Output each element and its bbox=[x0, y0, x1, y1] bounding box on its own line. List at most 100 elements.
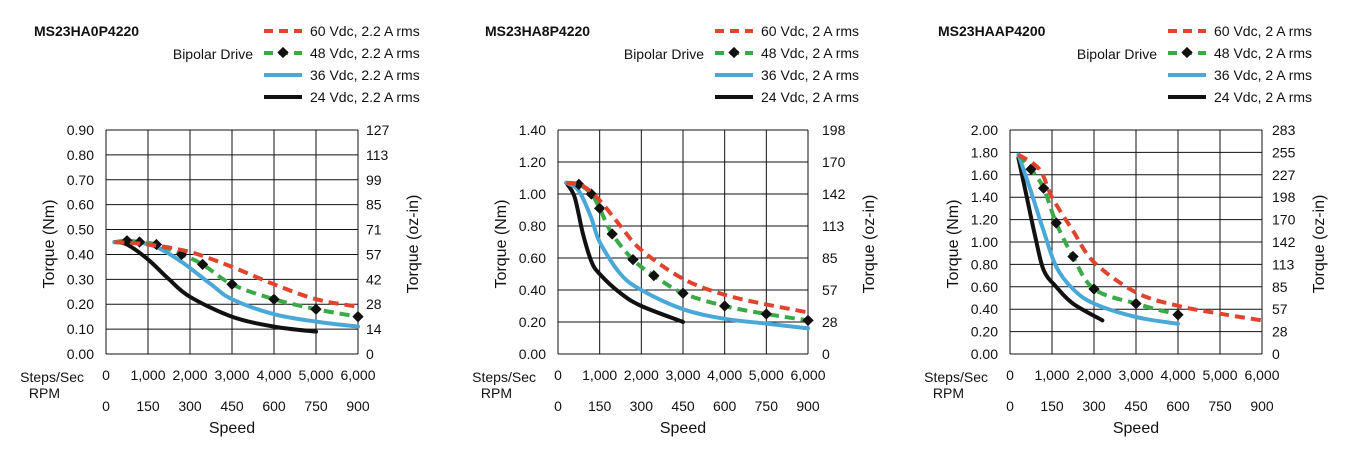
y-tick-label: 0.70 bbox=[67, 172, 94, 188]
y2-tick-label: 85 bbox=[822, 250, 838, 266]
legend-marker-diamond bbox=[277, 47, 288, 58]
y2-tick-label: 99 bbox=[366, 172, 382, 188]
x-axis-title: Speed bbox=[1113, 420, 1159, 437]
y-tick-label: 1.00 bbox=[971, 234, 998, 250]
y-tick-label: 0.20 bbox=[519, 314, 546, 330]
legend-label: 60 Vdc, 2 A rms bbox=[1214, 23, 1312, 39]
legend-marker-diamond bbox=[728, 47, 739, 58]
y2-tick-label: 42 bbox=[366, 271, 382, 287]
y-tick-label: 0.40 bbox=[519, 282, 546, 298]
y2-tick-label: 0 bbox=[822, 346, 830, 362]
x-tick-steps: 3,000 bbox=[665, 367, 700, 383]
x-tick-steps: 6,000 bbox=[790, 367, 825, 383]
x-tick-steps: 2,000 bbox=[1076, 367, 1111, 383]
y-tick-label: 1.20 bbox=[519, 154, 546, 170]
x-tick-rpm: 450 bbox=[220, 398, 244, 414]
series-line-3 bbox=[1018, 155, 1178, 324]
legend-item-2: 48 Vdc, 2 A rms bbox=[1168, 45, 1312, 61]
x-tick-steps: 4,000 bbox=[256, 367, 291, 383]
y-axis-title: Torque (Nm) bbox=[493, 200, 510, 289]
x-tick-steps: 2,000 bbox=[172, 367, 207, 383]
y-tick-label: 0.20 bbox=[971, 324, 998, 340]
y-tick-label: 1.40 bbox=[519, 122, 546, 138]
x-axis-title: Speed bbox=[209, 420, 255, 437]
legend-item-1: 60 Vdc, 2 A rms bbox=[715, 23, 859, 39]
x-tick-steps: 4,000 bbox=[1160, 367, 1195, 383]
data-point-marker bbox=[1172, 309, 1183, 320]
legend-label: 36 Vdc, 2 A rms bbox=[1214, 67, 1312, 83]
y2-axis-title: Torque (oz-in) bbox=[1311, 195, 1328, 294]
y2-tick-label: 14 bbox=[366, 321, 382, 337]
data-point-marker bbox=[802, 315, 813, 326]
y2-tick-label: 113 bbox=[366, 147, 389, 163]
y-tick-label: 0.80 bbox=[67, 147, 94, 163]
legend-label: 24 Vdc, 2 A rms bbox=[1214, 89, 1312, 105]
chart-panel-3: MS23HAAP4200 Bipolar Drive 60 Vdc, 2 A rms… bbox=[924, 23, 1328, 437]
legend-item-1: 60 Vdc, 2 A rms bbox=[1168, 23, 1312, 39]
legend-label: 36 Vdc, 2.2 A rms bbox=[310, 67, 420, 83]
legend-label: 48 Vdc, 2.2 A rms bbox=[310, 45, 420, 61]
legend-label: 24 Vdc, 2.2 A rms bbox=[310, 89, 420, 105]
y-tick-label: 0.80 bbox=[971, 256, 998, 272]
x-tick-rpm: 150 bbox=[1040, 398, 1064, 414]
x-row2-label: RPM bbox=[933, 385, 964, 401]
y2-tick-label: 85 bbox=[366, 197, 382, 213]
x-tick-rpm: 750 bbox=[1208, 398, 1232, 414]
legend-item-3: 36 Vdc, 2.2 A rms bbox=[264, 67, 420, 83]
x-tick-steps: 5,000 bbox=[1202, 367, 1237, 383]
x-row2-label: RPM bbox=[29, 385, 60, 401]
x-row1-label: Steps/Sec bbox=[472, 369, 536, 385]
legend-label: 60 Vdc, 2.2 A rms bbox=[310, 23, 420, 39]
x-tick-steps: 1,000 bbox=[130, 367, 165, 383]
y2-tick-label: 127 bbox=[366, 122, 390, 138]
y-tick-label: 0.60 bbox=[67, 197, 94, 213]
y-tick-label: 1.60 bbox=[971, 167, 998, 183]
y2-tick-label: 0 bbox=[366, 346, 374, 362]
data-point-marker bbox=[761, 308, 772, 319]
series-line-1 bbox=[114, 242, 358, 307]
x-tick-steps: 5,000 bbox=[298, 367, 333, 383]
y-tick-label: 0.40 bbox=[67, 246, 94, 262]
x-axis-title: Speed bbox=[660, 420, 706, 437]
y-tick-label: 1.80 bbox=[971, 144, 998, 160]
y-tick-label: 0.10 bbox=[67, 321, 94, 337]
x-tick-steps: 2,000 bbox=[624, 367, 659, 383]
data-point-marker bbox=[648, 270, 659, 281]
y2-tick-label: 142 bbox=[1272, 234, 1296, 250]
x-row2-label: RPM bbox=[481, 385, 512, 401]
y2-tick-label: 227 bbox=[1272, 167, 1296, 183]
x-tick-rpm: 900 bbox=[1250, 398, 1274, 414]
x-tick-rpm: 300 bbox=[178, 398, 202, 414]
x-tick-rpm: 900 bbox=[796, 398, 820, 414]
chart-title: MS23HA8P4220 bbox=[485, 23, 590, 39]
y2-tick-label: 28 bbox=[822, 314, 838, 330]
y-tick-label: 0.90 bbox=[67, 122, 94, 138]
y2-tick-label: 57 bbox=[366, 246, 382, 262]
x-tick-steps: 1,000 bbox=[1034, 367, 1069, 383]
y2-tick-label: 198 bbox=[1272, 189, 1296, 205]
chart-panel-2: MS23HA8P4220 Bipolar Drive 60 Vdc, 2 A rms… bbox=[472, 23, 878, 437]
chart-panel-1: MS23HA0P4220Bipolar Drive60 Vdc, 2.2 A r… bbox=[20, 23, 422, 437]
y2-tick-label: 28 bbox=[1272, 324, 1288, 340]
y-tick-label: 0.60 bbox=[519, 250, 546, 266]
y-tick-label: 0.50 bbox=[67, 222, 94, 238]
y2-tick-label: 71 bbox=[366, 222, 382, 238]
y-tick-label: 0.00 bbox=[971, 346, 998, 362]
legend-item-3: 36 Vdc, 2 A rms bbox=[715, 67, 859, 83]
y-tick-label: 1.20 bbox=[971, 212, 998, 228]
x-tick-steps: 1,000 bbox=[582, 367, 617, 383]
series-line-2 bbox=[114, 241, 358, 317]
legend-item-2: 48 Vdc, 2 A rms bbox=[715, 45, 859, 61]
legend-item-4: 24 Vdc, 2 A rms bbox=[1168, 89, 1312, 105]
y-tick-label: 0.20 bbox=[67, 296, 94, 312]
y-tick-label: 2.00 bbox=[971, 122, 998, 138]
x-tick-steps: 0 bbox=[1006, 367, 1014, 383]
y2-tick-label: 283 bbox=[1272, 122, 1296, 138]
x-tick-rpm: 300 bbox=[630, 398, 654, 414]
legend-item-3: 36 Vdc, 2 A rms bbox=[1168, 67, 1312, 83]
series-line-4 bbox=[1018, 158, 1102, 320]
chart-title: MS23HA0P4220 bbox=[34, 23, 139, 39]
x-tick-rpm: 600 bbox=[713, 398, 737, 414]
y2-tick-label: 170 bbox=[1272, 212, 1296, 228]
y2-tick-label: 255 bbox=[1272, 144, 1296, 160]
